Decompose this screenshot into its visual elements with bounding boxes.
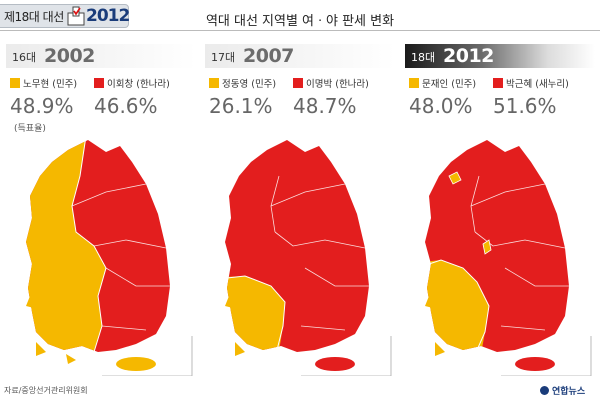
legend-swatch-red bbox=[94, 78, 104, 88]
legend-label: 정동영 (민주) bbox=[222, 79, 277, 90]
legend-swatch-red bbox=[293, 78, 303, 88]
vote-share-2: 46.6% bbox=[94, 94, 158, 118]
legend-swatch-red bbox=[493, 78, 503, 88]
election-year: 2002 bbox=[44, 45, 95, 67]
agency-icon bbox=[540, 386, 549, 395]
election-panel-2012: 18대 2012 문재인 (민주) 박근혜 (새누리) 48.0% 51.6% bbox=[405, 44, 595, 376]
legend-label: 이회창 (한나라) bbox=[107, 79, 170, 90]
election-header: 16대 2002 bbox=[6, 44, 196, 68]
legend-candidate-2: 박근혜 (새누리) bbox=[493, 76, 569, 90]
election-term: 16대 bbox=[12, 51, 37, 64]
legend-candidate-1: 노무현 (민주) bbox=[10, 76, 77, 90]
legend-label: 문재인 (민주) bbox=[422, 79, 477, 90]
election-term: 18대 bbox=[411, 51, 436, 64]
agency-name: 연합뉴스 bbox=[552, 387, 586, 397]
vote-share-1: 26.1% bbox=[209, 94, 273, 118]
korea-map-2002 bbox=[26, 136, 193, 376]
agency-logo: 연합뉴스 bbox=[540, 384, 585, 397]
legend-label: 노무현 (민주) bbox=[23, 79, 78, 90]
election-panel-2002: 16대 2002 노무현 (민주) 이회창 (한나라) 48.9% 46.6% … bbox=[6, 44, 196, 376]
election-term: 17대 bbox=[211, 51, 236, 64]
vote-share-1: 48.0% bbox=[409, 94, 473, 118]
legend-candidate-2: 이명박 (한나라) bbox=[293, 76, 369, 90]
election-year: 2007 bbox=[243, 45, 294, 67]
badge-year: 2012 bbox=[86, 6, 130, 26]
election-header: 18대 2012 bbox=[405, 44, 595, 68]
korea-map-2012 bbox=[425, 140, 592, 376]
vote-share-2: 48.7% bbox=[293, 94, 357, 118]
vote-share-1: 48.9% bbox=[10, 94, 74, 118]
legend-swatch-yellow bbox=[10, 78, 20, 88]
legend-candidate-2: 이회창 (한나라) bbox=[94, 76, 170, 90]
legend-swatch-yellow bbox=[409, 78, 419, 88]
election-year: 2012 bbox=[443, 45, 494, 67]
legend-label: 이명박 (한나라) bbox=[306, 79, 369, 90]
header-divider bbox=[0, 30, 600, 31]
election-badge: 제18대 대선 2012 bbox=[0, 4, 130, 28]
legend-candidate-1: 정동영 (민주) bbox=[209, 76, 276, 90]
legend-candidate-1: 문재인 (민주) bbox=[409, 76, 476, 90]
korea-map-2007 bbox=[225, 140, 392, 376]
legend-swatch-yellow bbox=[209, 78, 219, 88]
vote-share-2: 51.6% bbox=[493, 94, 557, 118]
election-header: 17대 2007 bbox=[205, 44, 395, 68]
badge-label: 제18대 대선 bbox=[4, 10, 64, 24]
election-panel-2007: 17대 2007 정동영 (민주) 이명박 (한나라) 26.1% 48.7% bbox=[205, 44, 395, 376]
source-credit: 자료/중앙선거관리위원회 bbox=[4, 386, 88, 395]
ballot-box-icon bbox=[67, 6, 85, 26]
legend-label: 박근혜 (새누리) bbox=[506, 79, 569, 90]
main-title: 역대 대선 지역별 여ㆍ야 판세 변화 bbox=[205, 14, 395, 29]
vote-share-note: (득표율) bbox=[14, 124, 46, 134]
